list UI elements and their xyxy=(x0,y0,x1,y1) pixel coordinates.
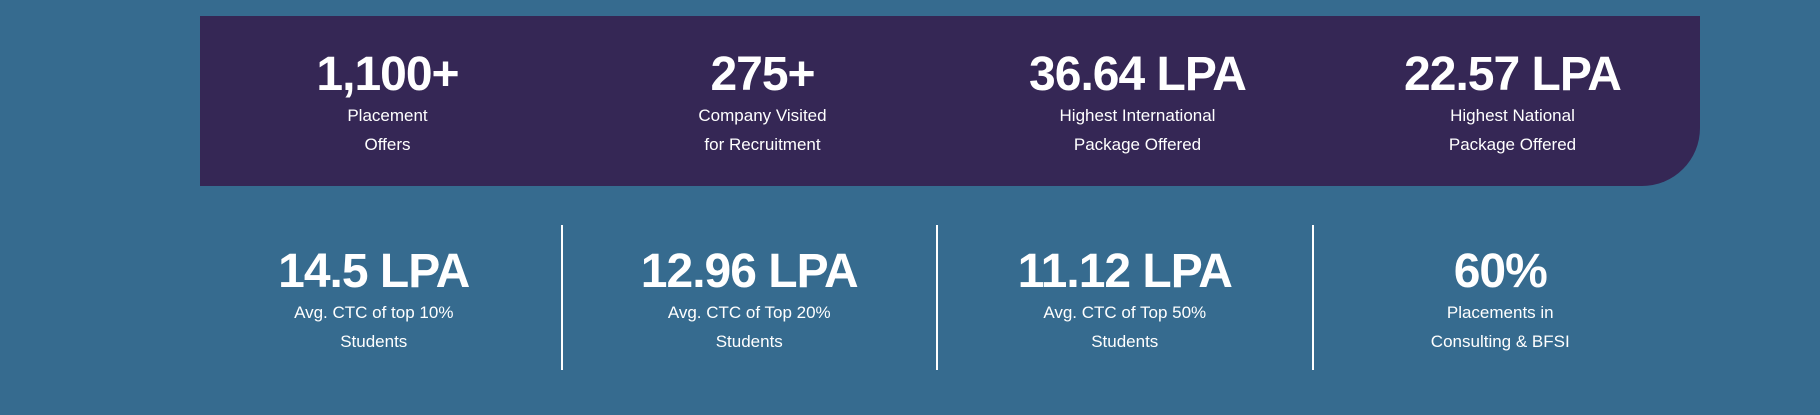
stat-label-line1: Avg. CTC of Top 20% xyxy=(667,303,831,322)
vertical-divider xyxy=(936,225,938,370)
stat-avg-ctc-top-50: 11.12 LPA Avg. CTC of Top 50% Students xyxy=(938,225,1312,370)
stat-avg-ctc-top-20: 12.96 LPA Avg. CTC of Top 20% Students xyxy=(563,225,937,370)
stat-label-line2: for Recruitment xyxy=(704,135,821,154)
stat-label-line2: Students xyxy=(715,332,783,351)
stat-value: 36.64 LPA xyxy=(1029,48,1247,101)
stat-label-line2: Consulting & BFSI xyxy=(1430,332,1570,351)
average-ctc-row: 14.5 LPA Avg. CTC of top 10% Students 12… xyxy=(187,225,1687,370)
stat-consulting-bfsi-placements: 60% Placements in Consulting & BFSI xyxy=(1314,225,1688,370)
stat-value: 60% xyxy=(1453,245,1548,298)
stat-value: 14.5 LPA xyxy=(278,245,470,298)
stat-highest-international-package: 36.64 LPA Highest International Package … xyxy=(950,16,1325,186)
stat-value: 11.12 LPA xyxy=(1017,245,1233,298)
stat-value: 275+ xyxy=(710,48,815,101)
stat-label-line2: Students xyxy=(1091,332,1159,351)
stat-label-line1: Placement xyxy=(347,106,428,125)
stat-value: 1,100+ xyxy=(316,48,459,101)
placement-highlights-panel: 1,100+ Placement Offers 275+ Company Vis… xyxy=(200,16,1700,186)
stat-label-line1: Highest National xyxy=(1450,106,1575,125)
stat-label-line2: Package Offered xyxy=(1448,135,1577,154)
vertical-divider xyxy=(560,225,563,370)
stat-highest-national-package: 22.57 LPA Highest National Package Offer… xyxy=(1325,16,1700,186)
stat-placement-offers: 1,100+ Placement Offers xyxy=(200,16,575,186)
stat-label-line2: Offers xyxy=(364,135,411,154)
stat-value: 22.57 LPA xyxy=(1404,48,1622,101)
stat-label-line2: Students xyxy=(340,332,408,351)
stat-companies-visited: 275+ Company Visited for Recruitment xyxy=(575,16,950,186)
stat-label-line1: Placements in xyxy=(1446,303,1554,322)
stat-label-line1: Company Visited xyxy=(698,106,827,125)
stat-avg-ctc-top-10: 14.5 LPA Avg. CTC of top 10% Students xyxy=(187,225,561,370)
vertical-divider xyxy=(1311,225,1314,370)
stat-label-line1: Avg. CTC of Top 50% xyxy=(1043,303,1207,322)
stat-label-line1: Avg. CTC of top 10% xyxy=(294,303,454,322)
stat-value: 12.96 LPA xyxy=(640,245,859,298)
stat-label-line2: Package Offered xyxy=(1073,135,1202,154)
stat-label-line1: Highest International xyxy=(1059,106,1216,125)
